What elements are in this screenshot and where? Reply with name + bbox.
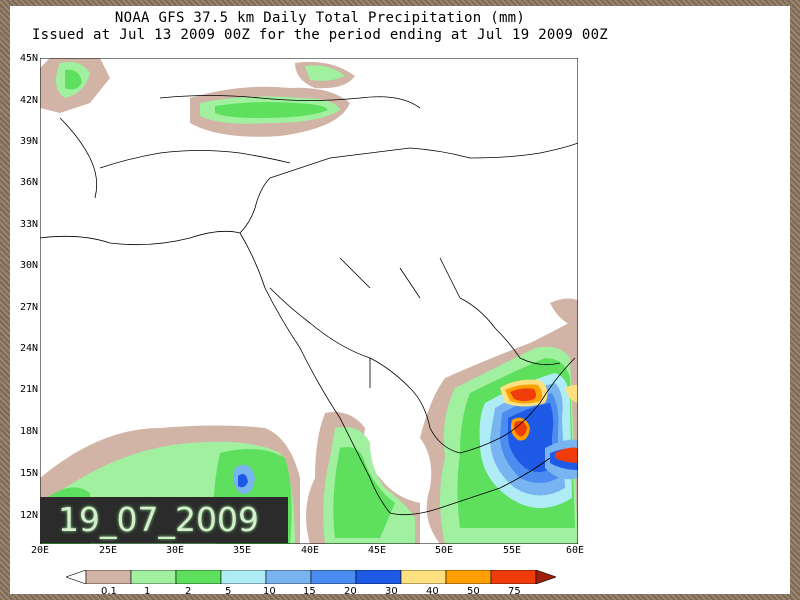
legend-swatch	[130, 570, 177, 584]
lat-label: 12N	[19, 510, 38, 521]
legend-label: 20	[344, 586, 357, 597]
legend-swatch	[490, 570, 537, 584]
legend-swatch	[400, 570, 447, 584]
legend-swatch	[265, 570, 312, 584]
lat-label: 15N	[19, 468, 38, 479]
lat-label: 36N	[19, 177, 38, 188]
lon-label: 45E	[367, 545, 387, 556]
lat-label: 42N	[19, 95, 38, 106]
legend-colorbar	[66, 570, 556, 584]
lon-label: 40E	[300, 545, 320, 556]
lon-label: 35E	[232, 545, 252, 556]
legend-swatch	[66, 570, 87, 584]
legend-label: 1	[144, 586, 151, 597]
lat-label: 45N	[19, 53, 38, 64]
legend-label: 75	[508, 586, 521, 597]
legend-swatch	[85, 570, 132, 584]
legend-swatch	[220, 570, 267, 584]
lat-label: 33N	[19, 219, 38, 230]
legend-label: 5	[225, 586, 232, 597]
lon-label: 50E	[434, 545, 454, 556]
lon-label: 25E	[98, 545, 118, 556]
legend-label: 10	[263, 586, 276, 597]
legend-swatch	[445, 570, 492, 584]
lat-label: 24N	[19, 343, 38, 354]
legend-label: 2	[185, 586, 192, 597]
lat-label: 27N	[19, 302, 38, 313]
map-title: NOAA GFS 37.5 km Daily Total Precipitati…	[114, 10, 526, 26]
legend-swatch	[175, 570, 222, 584]
legend-label: 30	[385, 586, 398, 597]
legend-swatch	[310, 570, 357, 584]
legend-label: 40	[426, 586, 439, 597]
lat-label: 30N	[19, 260, 38, 271]
precipitation-map	[40, 58, 578, 544]
legend-swatch	[355, 570, 402, 584]
lon-label: 60E	[565, 545, 585, 556]
coastlines	[40, 95, 578, 516]
lat-label: 39N	[19, 136, 38, 147]
lat-label: 21N	[19, 384, 38, 395]
lon-label: 55E	[502, 545, 522, 556]
lon-label: 30E	[165, 545, 185, 556]
lat-label: 18N	[19, 426, 38, 437]
legend-label: 0.1	[101, 586, 117, 597]
date-stamp: 19_07_2009	[40, 497, 288, 543]
legend-label: 15	[303, 586, 316, 597]
legend-swatch	[535, 570, 556, 584]
map-subtitle: Issued at Jul 13 2009 00Z for the period…	[31, 27, 609, 43]
legend-label: 50	[467, 586, 480, 597]
lon-label: 20E	[30, 545, 50, 556]
date-stamp-text: 19_07_2009	[58, 500, 259, 539]
